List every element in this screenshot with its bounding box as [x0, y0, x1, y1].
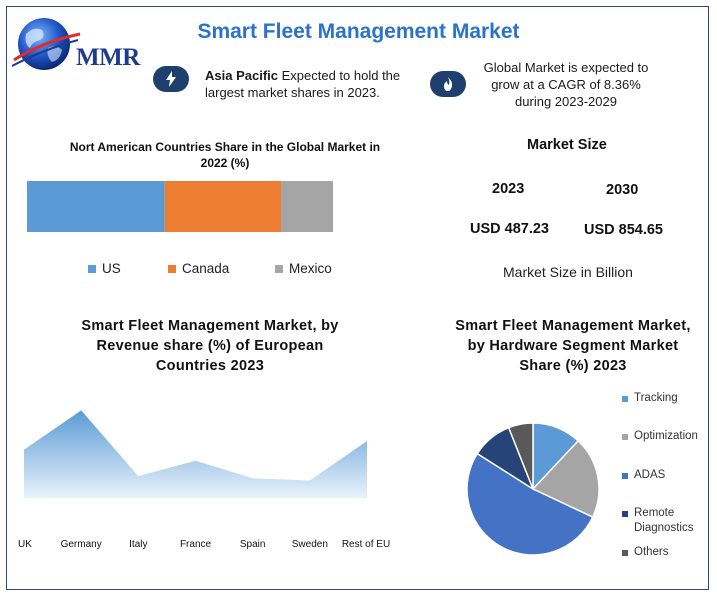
pie-legend-adas: ADAS	[622, 468, 665, 483]
na-chart-title: Nort American Countries Share in the Glo…	[60, 139, 390, 171]
pie-legend-remote-line2: Diagnostics	[634, 522, 694, 534]
hardware-chart-title: Smart Fleet Management Market, by Hardwa…	[442, 316, 704, 376]
na-title-line2: 2022 (%)	[200, 156, 250, 170]
legend-canada: Canada	[168, 261, 229, 276]
pie-legend-adas-swatch	[622, 473, 628, 479]
pie-legend-optimization-swatch	[622, 434, 628, 440]
pie-legend-optimization-label: Optimization	[634, 430, 698, 442]
pie-legend-remote-diagnostics: Remote Diagnostics	[622, 506, 693, 536]
legend-us-swatch	[88, 264, 96, 273]
flame-icon	[430, 71, 466, 97]
info-left-text: Expected to hold the	[278, 68, 401, 83]
infographic-frame	[6, 6, 709, 590]
market-size-value-2030: USD 854.65	[584, 222, 663, 238]
info-left-line2: largest market shares in 2023.	[205, 85, 380, 100]
hardware-title-line2: by Hardware Segment Market	[467, 338, 679, 354]
lightning-icon	[153, 66, 189, 92]
bar-segment-canada	[164, 181, 281, 232]
hardware-pie-chart	[466, 422, 600, 556]
x-tick-label: Germany	[61, 539, 102, 550]
pie-legend-optimization: Optimization	[622, 429, 698, 444]
market-size-value-2023: USD 487.23	[470, 221, 549, 237]
pie-slice-adas	[466, 452, 594, 556]
legend-mexico-swatch	[275, 264, 283, 273]
market-size-year-2023: 2023	[492, 181, 525, 197]
hardware-title-line3: Share (%) 2023	[519, 358, 627, 374]
europe-title-line2: Revenue share (%) of European	[96, 338, 324, 354]
hardware-title-line1: Smart Fleet Management Market,	[455, 318, 691, 334]
europe-title-line1: Smart Fleet Management Market, by	[81, 318, 339, 334]
na-stacked-bar-chart	[27, 181, 333, 232]
legend-us-label: US	[102, 261, 121, 276]
pie-legend-others: Others	[622, 545, 669, 560]
na-title-line1: Nort American Countries Share in the Glo…	[69, 140, 381, 154]
globe-logo-icon	[12, 18, 81, 70]
pie-legend-tracking-swatch	[622, 396, 628, 402]
pie-slice-others	[507, 422, 534, 490]
x-tick-label: France	[180, 539, 212, 550]
pie-legend-remote-swatch	[622, 511, 628, 517]
market-size-title: Market Size	[527, 137, 607, 153]
info-asia-pacific: Asia Pacific Expected to hold the larges…	[205, 67, 405, 101]
legend-canada-label: Canada	[182, 261, 230, 276]
info-cagr: Global Market is expected to grow at a C…	[480, 59, 652, 110]
page-title: Smart Fleet Management Market	[197, 20, 520, 43]
x-tick-label: Sweden	[292, 539, 328, 550]
pie-legend-others-label: Others	[634, 546, 669, 558]
market-size-year-2030: 2030	[606, 182, 639, 198]
legend-us: US	[88, 261, 121, 276]
europe-chart-title: Smart Fleet Management Market, by Revenu…	[40, 316, 380, 376]
x-tick-label: Spain	[240, 539, 266, 550]
legend-canada-swatch	[168, 264, 176, 273]
info-region: Asia Pacific	[205, 68, 278, 83]
europe-title-line3: Countries 2023	[155, 358, 265, 374]
x-tick-label: Italy	[129, 539, 147, 550]
info-right-line1: Global Market is expected to	[483, 60, 649, 75]
info-right-line2: grow at a CAGR of 8.36%	[491, 77, 641, 92]
market-size-caption: Market Size in Billion	[503, 264, 633, 280]
pie-legend-remote-label: Remote Diagnostics	[634, 506, 693, 536]
pie-legend-adas-label: ADAS	[634, 469, 666, 481]
info-right-line3: during 2023-2029	[515, 94, 617, 109]
x-tick-label: Rest of EU	[342, 539, 390, 550]
legend-mexico-label: Mexico	[289, 261, 332, 276]
pie-slice-optimization	[531, 439, 600, 519]
pie-legend-others-swatch	[622, 550, 628, 556]
pie-legend-remote-line1: Remote	[634, 507, 675, 519]
logo-text: MMR	[76, 44, 140, 71]
bar-segment-us	[27, 181, 165, 232]
legend-mexico: Mexico	[275, 261, 332, 276]
pie-legend-tracking: Tracking	[622, 391, 678, 406]
bar-segment-mexico	[280, 181, 333, 232]
europe-area-chart: UK Germany Italy France Spain Sweden Rest of E…	[18, 410, 390, 550]
pie-legend-tracking-label: Tracking	[634, 392, 678, 404]
europe-area-series	[24, 410, 367, 498]
x-tick-label: UK	[18, 539, 32, 550]
